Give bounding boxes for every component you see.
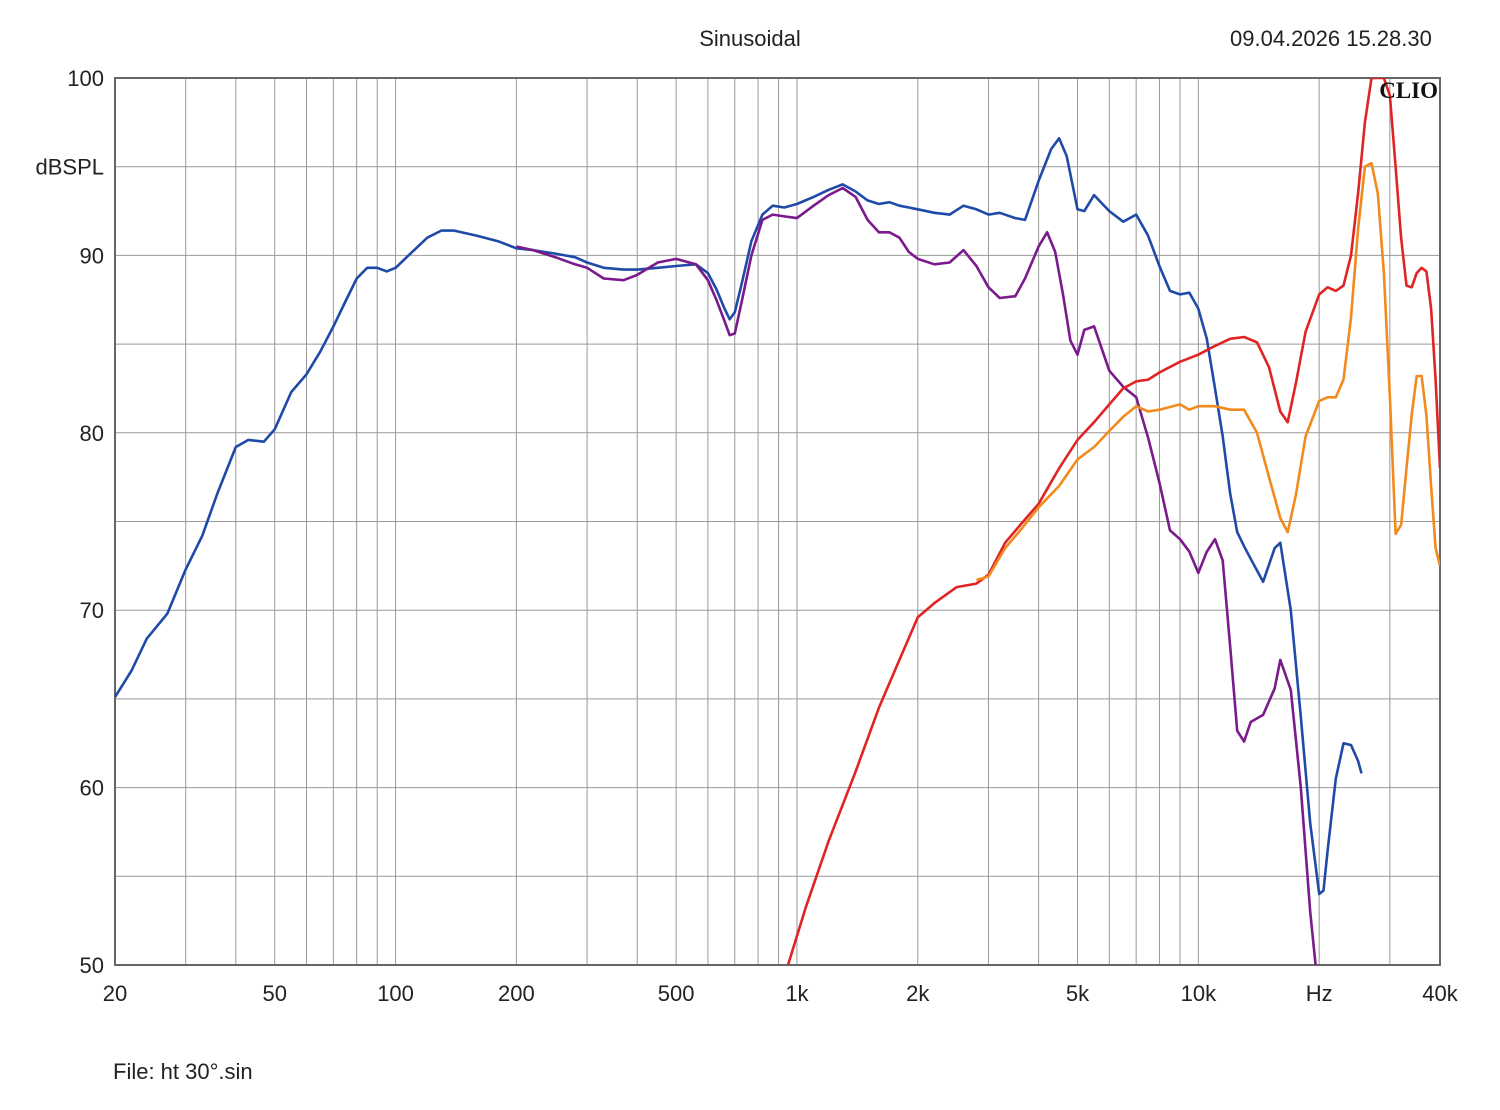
x-tick-label: 10k	[1181, 981, 1217, 1006]
clio-logo: CLIO	[1379, 78, 1438, 103]
x-tick-label: 100	[377, 981, 414, 1006]
x-tick-label: 2k	[906, 981, 930, 1006]
y-tick-label: 80	[80, 421, 104, 446]
y-tick-label: dBSPL	[36, 155, 105, 180]
series-line-3	[786, 78, 1440, 965]
x-tick-label: 50	[262, 981, 286, 1006]
series-line-1	[115, 137, 1363, 896]
y-tick-label: 90	[80, 243, 104, 268]
plot-frame	[114, 77, 1441, 966]
x-tick-label: Hz	[1306, 981, 1333, 1006]
x-tick-label: 40k	[1422, 981, 1458, 1006]
series-line-4	[976, 161, 1440, 582]
y-tick-label: 70	[80, 598, 104, 623]
x-tick-label: 20	[103, 981, 127, 1006]
y-tick-label: 50	[80, 953, 104, 978]
y-tick-label: 100	[67, 66, 104, 91]
grid	[115, 78, 1440, 965]
series-line-2	[516, 186, 1317, 965]
timestamp: 09.04.2026 15.28.30	[1230, 26, 1432, 51]
chart-title: Sinusoidal	[699, 26, 801, 51]
x-tick-label: 200	[498, 981, 535, 1006]
x-tick-label: 5k	[1066, 981, 1090, 1006]
x-tick-label: 1k	[785, 981, 809, 1006]
file-label: File: ht 30°.sin	[113, 1059, 253, 1084]
x-tick-label: 500	[658, 981, 695, 1006]
y-tick-label: 60	[80, 776, 104, 801]
